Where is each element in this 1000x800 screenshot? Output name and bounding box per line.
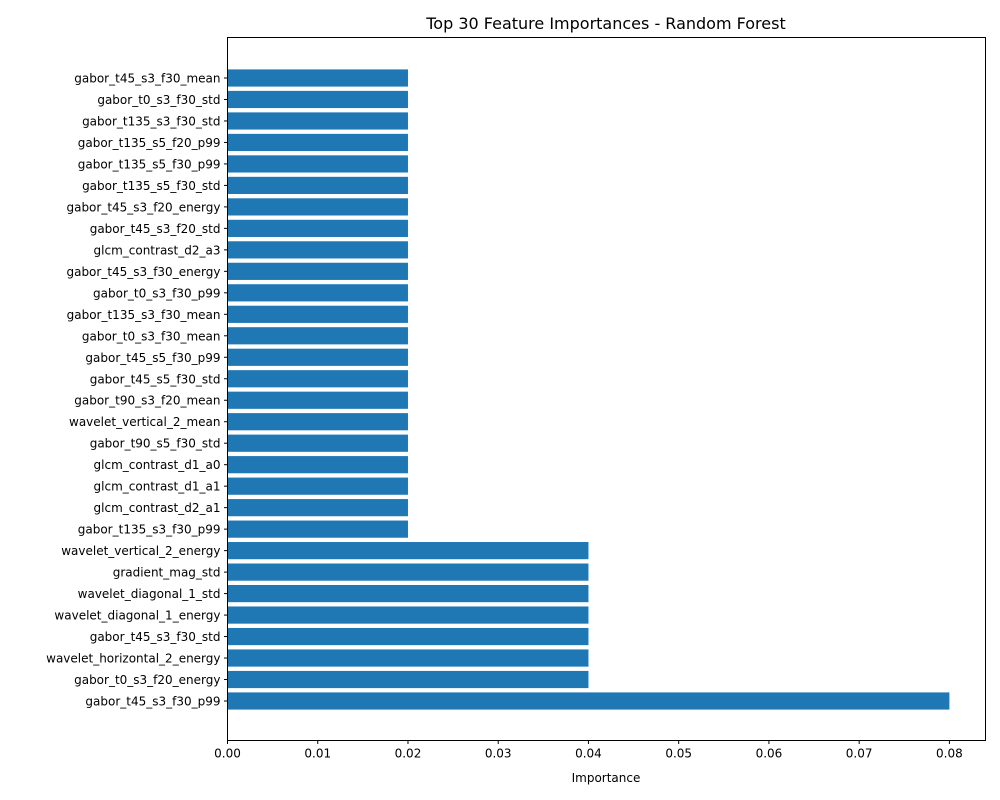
y-tick-label: glcm_contrast_d1_a1 (94, 480, 221, 494)
bar (227, 327, 408, 345)
bar (227, 176, 408, 195)
bar (227, 606, 589, 624)
y-tick-label: gabor_t45_s3_f20_std (90, 222, 221, 236)
bar (227, 520, 408, 538)
bar (227, 649, 589, 667)
y-tick-label: gabor_t45_s3_f30_std (90, 630, 221, 644)
y-tick-label: gabor_t135_s3_f30_std (82, 114, 220, 128)
x-tick-label: 0.04 (575, 747, 602, 761)
x-tick-label: 0.00 (214, 747, 241, 761)
plot-frame (227, 37, 986, 741)
x-tick-label: 0.06 (756, 747, 783, 761)
bar (227, 90, 408, 109)
y-tick-label: gabor_t45_s3_f30_mean (74, 72, 220, 86)
bar (227, 262, 408, 280)
bar (227, 563, 589, 581)
y-tick-label: glcm_contrast_d2_a3 (94, 243, 221, 257)
bars-group (227, 69, 950, 710)
chart-title: Top 30 Feature Importances - Random Fore… (425, 14, 785, 33)
bar (227, 241, 408, 259)
bar (227, 434, 408, 452)
y-tick-label: gabor_t45_s3_f30_p99 (85, 695, 220, 709)
bar (227, 542, 589, 560)
bar (227, 133, 408, 152)
x-tick-label: 0.08 (936, 747, 963, 761)
x-tick-label: 0.03 (485, 747, 512, 761)
bar (227, 69, 408, 87)
bar (227, 370, 408, 388)
y-tick-label: gabor_t0_s3_f20_energy (74, 673, 220, 687)
y-tick-label: gabor_t45_s5_f30_std (90, 372, 221, 386)
y-tick-label: wavelet_diagonal_1_std (78, 587, 221, 601)
bar (227, 305, 408, 323)
x-tick-label: 0.01 (304, 747, 331, 761)
bar (227, 692, 950, 710)
bar (227, 584, 589, 603)
bar (227, 391, 408, 409)
y-tick-label: wavelet_diagonal_1_energy (54, 609, 220, 623)
y-tick-label: gabor_t0_s3_f30_p99 (93, 286, 220, 300)
bar (227, 219, 408, 237)
y-tick-label: gabor_t45_s3_f30_energy (66, 265, 220, 279)
y-tick-label: wavelet_vertical_2_mean (69, 415, 220, 429)
y-tick-label: gabor_t135_s3_f30_mean (67, 308, 221, 322)
bar (227, 112, 408, 130)
bar (227, 670, 589, 689)
x-axis-label: Importance (572, 771, 641, 785)
y-tick-label: gabor_t135_s5_f30_std (82, 179, 220, 193)
y-tick-label: gabor_t135_s3_f30_p99 (78, 523, 221, 537)
y-tick-label: gabor_t90_s5_f30_std (90, 437, 221, 451)
bar (227, 155, 408, 173)
y-tick-label: wavelet_horizontal_2_energy (46, 652, 220, 666)
y-tick-label: glcm_contrast_d1_a0 (94, 458, 221, 472)
x-tick-label: 0.05 (665, 747, 692, 761)
y-tick-label: gabor_t45_s5_f30_p99 (85, 351, 220, 365)
y-tick-label: gabor_t0_s3_f30_std (97, 93, 220, 107)
bar (227, 413, 408, 431)
y-tick-label: gabor_t135_s5_f30_p99 (78, 157, 221, 171)
y-tick-label: gabor_t0_s3_f30_mean (82, 329, 221, 343)
bar (227, 627, 589, 646)
bar (227, 456, 408, 474)
y-tick-label: gabor_t45_s3_f20_energy (66, 200, 220, 214)
y-axis-ticks: gabor_t45_s3_f30_mean gabor_t0_s3_f30_std… (46, 72, 228, 709)
x-axis-ticks: 0.00 0.01 0.02 0.03 0.04 0.05 0.06 0.07 0.08 (214, 740, 963, 761)
y-tick-label: gradient_mag_std (113, 566, 221, 580)
y-tick-label: gabor_t135_s5_f20_p99 (78, 136, 221, 150)
bar (227, 348, 408, 366)
x-tick-label: 0.07 (846, 747, 873, 761)
bar (227, 477, 408, 495)
bar (227, 284, 408, 302)
y-tick-label: gabor_t90_s3_f20_mean (74, 394, 220, 408)
y-tick-label: glcm_contrast_d2_a1 (94, 501, 221, 515)
y-tick-label: wavelet_vertical_2_energy (61, 544, 220, 558)
bar (227, 198, 408, 216)
x-tick-label: 0.02 (395, 747, 422, 761)
bar (227, 499, 408, 517)
